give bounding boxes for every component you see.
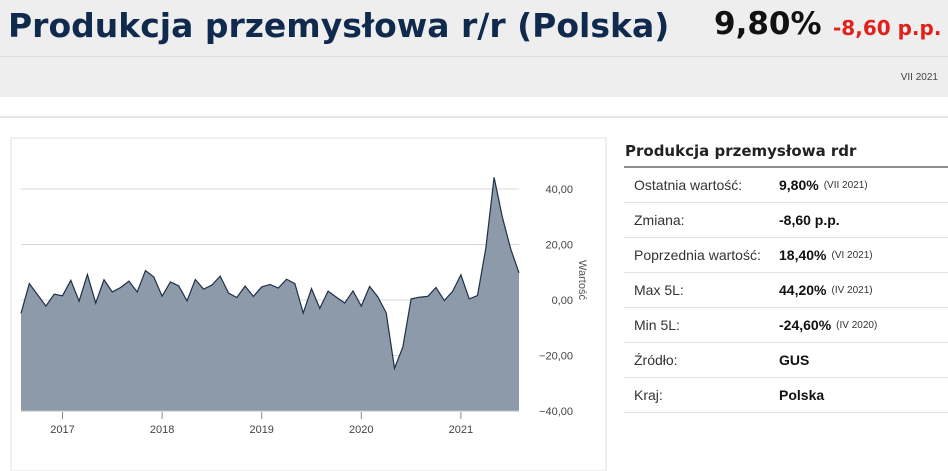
y-tick-label: 20,00: [545, 240, 573, 252]
x-tick-label: 2017: [50, 424, 74, 436]
x-tick-label: 2020: [349, 424, 373, 436]
x-tick-label: 2019: [249, 424, 273, 436]
y-tick-label: 40,00: [545, 184, 573, 196]
latest-value: 9,80%: [714, 6, 822, 42]
chart[interactable]: 2017 2018 2019 2020 2021 40,00 20,00 0,00 −20,0…: [0, 120, 612, 471]
header-bar: Produkcja przemysłowa r/r (Polska) 9,80%…: [0, 0, 948, 97]
info-row-label: Zmiana:: [634, 212, 685, 228]
info-row-date: (IV 2021): [831, 284, 873, 296]
info-row-label: Poprzednia wartość:: [634, 247, 761, 263]
info-row-date: (IV 2020): [836, 319, 878, 331]
info-row-value: 9,80%: [779, 177, 819, 193]
info-row: Zmiana: -8,60 p.p.: [624, 203, 948, 238]
info-row: Ostatnia wartość: 9,80% (VII 2021): [624, 168, 948, 203]
info-row-label: Min 5L:: [634, 317, 680, 333]
info-sidebar: Produkcja przemysłowa rdr Ostatnia warto…: [624, 140, 948, 413]
info-row-date: (VII 2021): [823, 179, 868, 191]
info-row-label: Max 5L:: [634, 282, 684, 298]
y-tick-label: −40,00: [539, 406, 573, 418]
info-row-value: -8,60 p.p.: [779, 212, 840, 228]
x-tick-label: 2021: [449, 424, 473, 436]
info-row-date: (VI 2021): [831, 249, 873, 261]
info-row-value: GUS: [779, 352, 810, 368]
chart-container: 2017 2018 2019 2020 2021 40,00 20,00 0,00 −20,0…: [0, 120, 612, 471]
info-row: Max 5L: 44,20% (IV 2021): [624, 273, 948, 308]
page-title: Produkcja przemysłowa r/r (Polska): [8, 6, 670, 45]
info-row-label: Źródło:: [634, 352, 678, 368]
info-row: Kraj: Polska: [624, 378, 948, 413]
info-row-value: Polska: [779, 387, 825, 403]
header-divider: [0, 56, 948, 57]
y-tick-label: 0,00: [552, 295, 573, 307]
info-row-value: 44,20%: [779, 282, 827, 298]
info-row: Źródło: GUS: [624, 343, 948, 378]
period-label: VII 2021: [900, 72, 938, 83]
info-row-value: -24,60%: [779, 317, 832, 333]
info-row-label: Kraj:: [634, 387, 663, 403]
info-row: Poprzednia wartość: 18,40% (VI 2021): [624, 238, 948, 273]
info-row-label: Ostatnia wartość:: [634, 177, 743, 193]
x-tick-label: 2018: [150, 424, 174, 436]
change-value: -8,60 p.p.: [833, 16, 942, 40]
content-panel: [0, 116, 948, 471]
sidebar-title: Produkcja przemysłowa rdr: [624, 140, 948, 168]
y-tick-label: −20,00: [539, 351, 573, 363]
series-area: [21, 177, 519, 411]
series-line: [20, 177, 520, 371]
info-row: Min 5L: -24,60% (IV 2020): [624, 308, 948, 343]
info-row-value: 18,40%: [779, 247, 827, 263]
y-axis-label: Wartość: [576, 260, 588, 300]
